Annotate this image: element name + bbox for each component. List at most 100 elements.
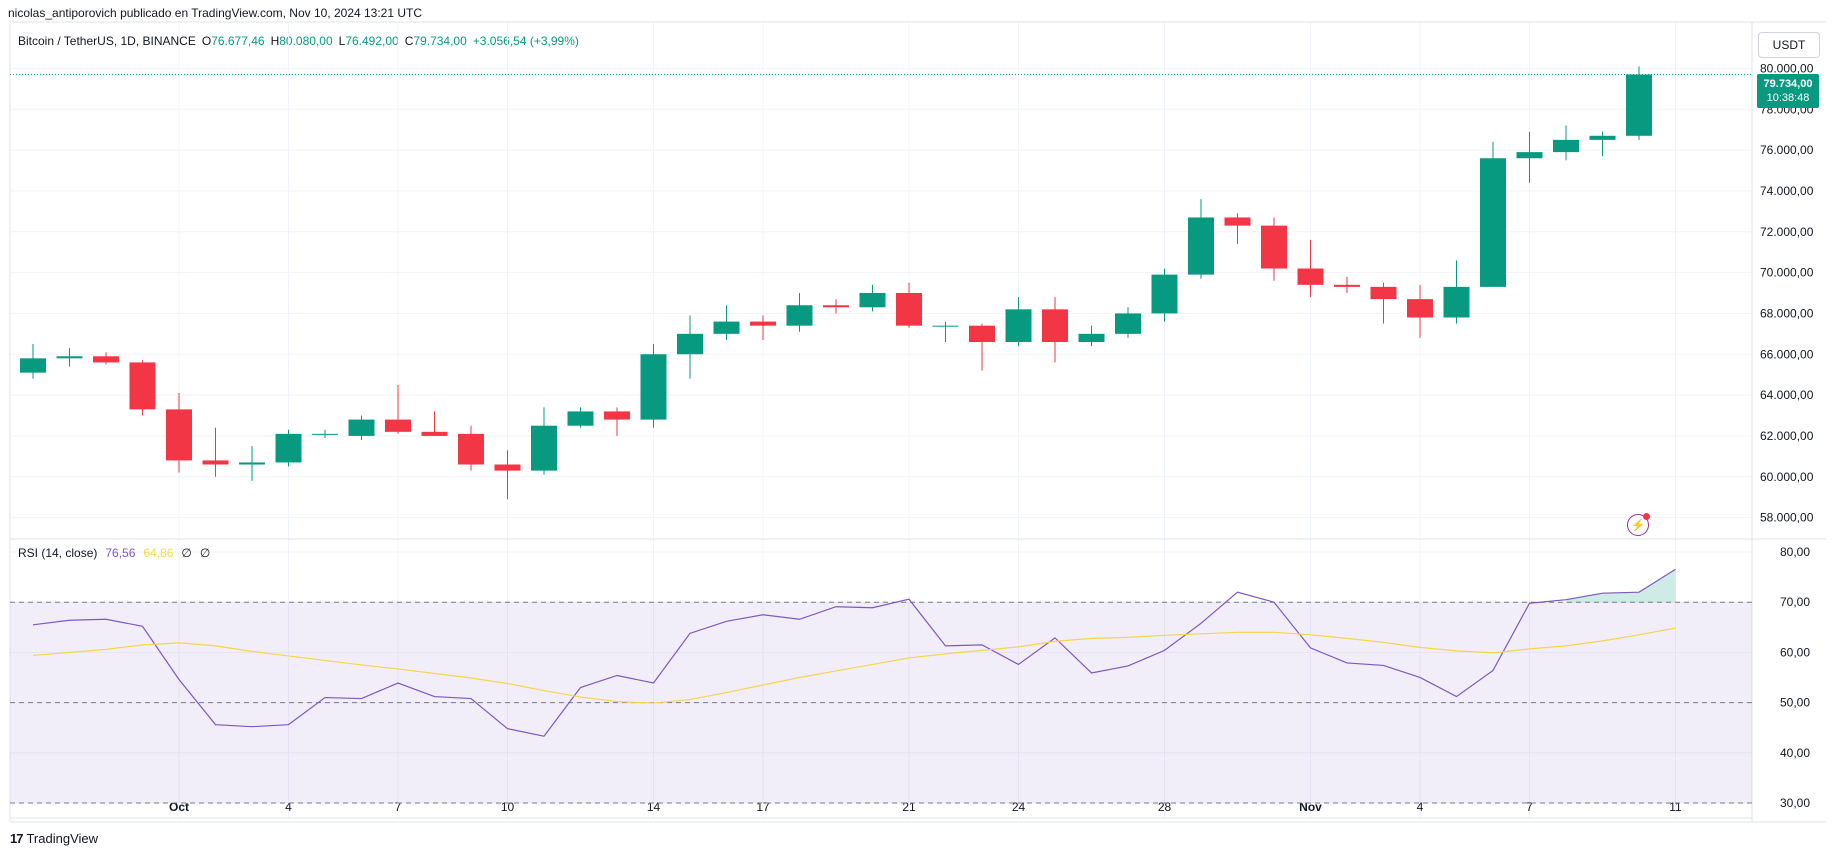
rsi-extra-2: ∅	[199, 546, 211, 560]
candle-body	[1078, 333, 1105, 342]
candle-body	[713, 321, 740, 334]
candle-body	[1334, 284, 1360, 287]
candle-body	[1188, 217, 1214, 275]
currency-button[interactable]: USDT	[1758, 32, 1820, 58]
rsi-ma-value: 64,86	[143, 546, 174, 560]
candle-body	[348, 419, 375, 436]
candle-body	[202, 460, 229, 465]
candle-body	[859, 293, 886, 308]
candle-body	[239, 462, 265, 465]
tradingview-footer[interactable]: 17 TradingView	[10, 831, 98, 846]
candle-body	[750, 321, 776, 326]
time-axis-label: 28	[1158, 800, 1172, 814]
time-axis-label: 14	[647, 800, 661, 814]
price-axis-label: 66.000,00	[1760, 347, 1814, 361]
last-price-tag: 79.734,00 10:38:48	[1757, 74, 1819, 108]
time-axis-label: 11	[1669, 800, 1682, 814]
candle-body	[1407, 299, 1433, 318]
price-axis-label: 76.000,00	[1760, 143, 1814, 157]
notification-dot	[1643, 513, 1650, 520]
candle-body	[1005, 309, 1032, 342]
candle-body	[1443, 286, 1470, 318]
bar-countdown: 10:38:48	[1766, 92, 1810, 104]
price-axis-label: 60.000,00	[1760, 470, 1814, 484]
candle-body	[20, 358, 46, 373]
high-value: 80.080,00	[279, 34, 333, 48]
candle-body	[640, 354, 667, 420]
candle-body	[604, 411, 630, 420]
candle-body	[1042, 309, 1068, 342]
candle-body	[1480, 158, 1506, 287]
time-axis-label: 10	[501, 800, 515, 814]
open-value: 76.677,46	[211, 34, 265, 48]
candle-body	[166, 409, 192, 461]
candle-body	[1516, 152, 1543, 159]
candle-body	[458, 433, 484, 465]
candle-body	[129, 362, 156, 410]
rsi-axis-label: 70,00	[1780, 595, 1810, 609]
rsi-value: 76,56	[105, 546, 136, 560]
candle-body	[932, 325, 959, 327]
candle-body	[385, 419, 411, 432]
time-axis-label: 24	[1012, 800, 1026, 814]
symbol-name[interactable]: Bitcoin / TetherUS, 1D, BINANCE	[18, 34, 196, 48]
candle-body	[1370, 286, 1397, 300]
time-axis-label: 4	[285, 800, 292, 814]
publisher-caption: nicolas_antiporovich publicado en Tradin…	[8, 6, 423, 20]
candle-body	[969, 325, 995, 342]
candle-body	[567, 411, 594, 426]
time-axis-label: 17	[756, 800, 770, 814]
rsi-overbought-fill	[1566, 569, 1676, 603]
candle-body	[93, 356, 119, 363]
candle-body	[494, 464, 521, 471]
time-axis-label: 7	[395, 800, 402, 814]
price-axis-label: 80.000,00	[1760, 61, 1814, 75]
price-axis-label: 70.000,00	[1760, 266, 1814, 280]
candle-body	[823, 305, 849, 308]
rsi-axis-label: 50,00	[1780, 696, 1810, 710]
symbol-legend: Bitcoin / TetherUS, 1D, BINANCE O76.677,…	[18, 34, 579, 48]
last-price-value: 79.734,00	[1763, 78, 1813, 90]
candle-body	[1553, 139, 1579, 153]
tradingview-brand: TradingView	[26, 831, 99, 846]
candle-body	[1589, 135, 1616, 140]
price-axis-label: 68.000,00	[1760, 306, 1814, 320]
candle-body	[1297, 268, 1324, 285]
candle-body	[1151, 274, 1178, 314]
high-label: H	[270, 34, 280, 48]
time-axis-label: Nov	[1299, 800, 1322, 814]
candle-body	[56, 356, 83, 359]
rsi-ma-line	[32, 627, 1676, 704]
candle-body	[677, 333, 703, 355]
candle-body	[1626, 74, 1652, 136]
price-axis-label: 72.000,00	[1760, 225, 1814, 239]
candle-body	[896, 293, 922, 326]
time-axis-label: 21	[902, 800, 916, 814]
close-value: 79.734,00	[413, 34, 467, 48]
flash-icon[interactable]: ⚡	[1627, 513, 1650, 536]
low-value: 76.492,00	[345, 34, 399, 48]
time-axis-label: 7	[1526, 800, 1533, 814]
rsi-line	[32, 568, 1676, 737]
price-axis-label: 64.000,00	[1760, 388, 1814, 402]
candle-body	[421, 431, 448, 436]
rsi-extra-1: ∅	[181, 546, 192, 560]
rsi-axis-label: 60,00	[1780, 645, 1810, 659]
rsi-axis-label: 40,00	[1780, 746, 1810, 760]
change-value: +3.056,54 (+3,99%)	[472, 34, 579, 48]
rsi-legend: RSI (14, close) 76,56 64,86 ∅ ∅	[18, 546, 210, 560]
close-label: C	[404, 34, 414, 48]
price-axis-label: 62.000,00	[1760, 429, 1814, 443]
open-label: O	[201, 34, 212, 48]
candle-body	[531, 425, 557, 471]
low-label: L	[338, 34, 346, 48]
tradingview-logo-icon: 17	[10, 831, 24, 846]
candle-body	[1115, 313, 1141, 334]
rsi-name[interactable]: RSI (14, close)	[18, 546, 98, 560]
price-axis-label: 58.000,00	[1760, 511, 1814, 525]
price-axis-label: 74.000,00	[1760, 184, 1814, 198]
candle-body	[312, 433, 338, 435]
rsi-axis-label: 30,00	[1780, 796, 1810, 810]
time-axis-label: Oct	[169, 800, 189, 814]
